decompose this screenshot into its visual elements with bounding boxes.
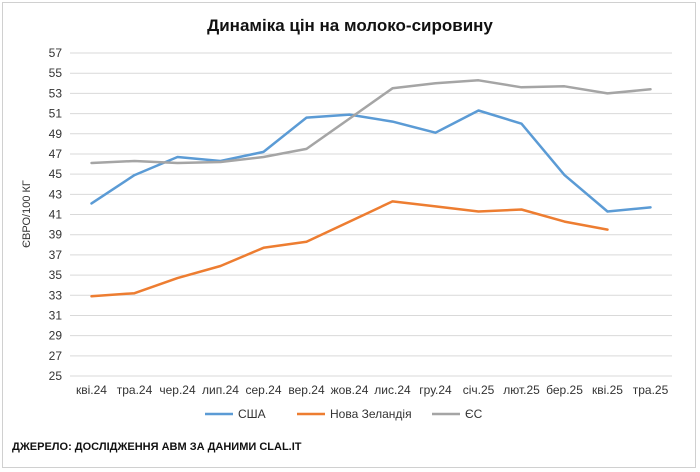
x-tick-label: лис.24: [374, 383, 411, 397]
x-tick-label: чер.24: [159, 383, 196, 397]
y-tick-label: 47: [49, 147, 63, 161]
x-tick-label: лют.25: [503, 383, 540, 397]
legend: США Нова Зеландія ЄС: [205, 407, 483, 421]
y-axis-ticks: 25 27 29 31 33 35 37 39 41 43 45 47 49 51 53 55 57: [49, 46, 63, 383]
y-tick-label: 41: [49, 208, 63, 222]
chart-title: Динаміка цін на молоко-сировину: [207, 16, 493, 35]
y-tick-label: 43: [49, 187, 63, 201]
y-tick-label: 49: [49, 127, 63, 141]
y-tick-label: 51: [49, 107, 63, 121]
y-tick-label: 45: [49, 167, 63, 181]
series-line-1: [90, 109, 652, 213]
series-lines: [90, 79, 652, 298]
y-tick-label: 27: [49, 349, 63, 363]
legend-label: Нова Зеландія: [330, 407, 412, 421]
y-tick-label: 57: [49, 46, 63, 60]
x-tick-label: жов.24: [331, 383, 369, 397]
x-tick-label: січ.25: [463, 383, 495, 397]
y-tick-label: 39: [49, 228, 63, 242]
y-axis-label: ЄВРО/100 КГ: [21, 180, 33, 248]
legend-label: США: [238, 407, 266, 421]
x-tick-label: сер.24: [245, 383, 281, 397]
x-tick-label: кві.25: [592, 383, 623, 397]
line-chart: 25 27 29 31 33 35 37 39 41 43 45 47 49 51 53 55 57 кві.2…: [21, 46, 672, 421]
y-tick-label: 37: [49, 248, 63, 262]
x-tick-label: лип.24: [202, 383, 239, 397]
x-axis-ticks: кві.24 тра.24 чер.24 лип.24 сер.24 вер.24 жов.…: [76, 383, 669, 397]
y-tick-label: 33: [49, 288, 63, 302]
series-line-3: [90, 79, 652, 165]
legend-label: ЄС: [465, 407, 483, 421]
x-tick-label: вер.24: [288, 383, 325, 397]
x-tick-label: тра.25: [633, 383, 669, 397]
x-tick-label: тра.24: [117, 383, 153, 397]
y-tick-label: 35: [49, 268, 63, 282]
source-note: ДЖЕРЕЛО: ДОСЛІДЖЕННЯ АВМ ЗА ДАНИМИ CLAL.…: [12, 441, 302, 453]
x-tick-label: бер.25: [546, 383, 583, 397]
y-tick-label: 25: [49, 369, 63, 383]
grid-lines: [70, 52, 672, 377]
y-tick-label: 53: [49, 86, 63, 100]
series-line-2: [90, 200, 609, 298]
x-tick-label: кві.24: [76, 383, 107, 397]
y-tick-label: 29: [49, 329, 63, 343]
x-tick-label: гру.24: [419, 383, 452, 397]
y-tick-label: 31: [49, 308, 63, 322]
y-tick-label: 55: [49, 66, 63, 80]
